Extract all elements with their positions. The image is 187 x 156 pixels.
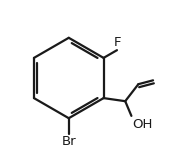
Text: F: F: [114, 36, 121, 49]
Text: OH: OH: [132, 118, 153, 131]
Text: Br: Br: [62, 135, 76, 148]
